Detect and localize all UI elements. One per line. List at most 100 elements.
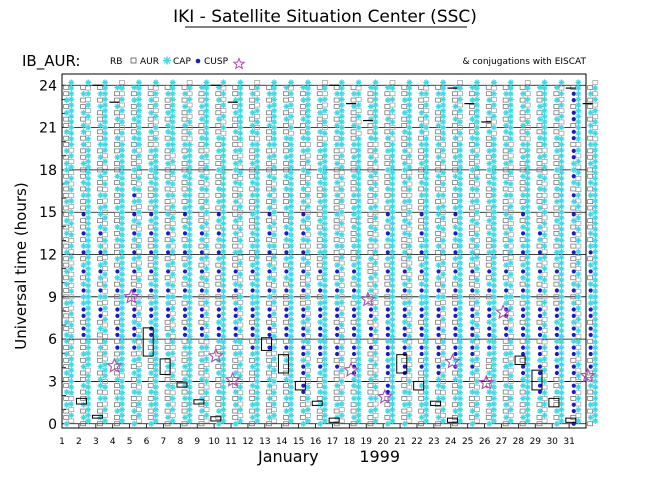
cap-point: [220, 203, 227, 210]
cap-stroke: [216, 237, 222, 243]
cap-stroke: [85, 379, 91, 384]
aur-point: [164, 275, 171, 281]
cap-stroke: [64, 389, 70, 395]
aur-point: [80, 85, 86, 90]
aur-point: [63, 192, 70, 198]
cap-stroke: [221, 294, 226, 300]
cap-stroke: [136, 85, 142, 91]
aur-point: [215, 383, 222, 389]
cap-stroke: [119, 215, 125, 221]
cap-point: [119, 327, 126, 334]
cap-point: [169, 118, 176, 125]
cap-point: [169, 350, 176, 357]
cap-point: [152, 243, 159, 250]
cap-stroke: [131, 338, 137, 344]
cap-stroke: [131, 199, 137, 205]
aur-point: [249, 396, 255, 401]
cap-point: [102, 395, 109, 402]
aur-point: [249, 319, 255, 325]
cap-stroke: [119, 395, 125, 401]
cap-stroke: [187, 232, 193, 238]
cap-point: [135, 79, 142, 86]
cap-point: [203, 333, 210, 340]
rb-point: [102, 356, 108, 362]
cap-stroke: [165, 351, 171, 357]
cap-point: [102, 305, 109, 312]
cap-stroke: [68, 130, 74, 136]
cap-stroke: [102, 91, 108, 97]
cap-point: [237, 406, 244, 413]
rb-point: [237, 333, 244, 339]
aur-point: [198, 389, 205, 395]
cap-point: [80, 160, 87, 167]
cap-point: [203, 107, 210, 114]
aur-point: [63, 262, 70, 268]
cap-stroke: [136, 221, 142, 226]
aur-point: [181, 167, 188, 173]
rb-point: [169, 322, 176, 328]
cap-stroke: [68, 373, 74, 379]
cap-point: [102, 135, 109, 142]
aur-point: [181, 408, 188, 414]
cap-point: [271, 102, 278, 109]
cap-stroke: [85, 288, 91, 294]
cap-point: [119, 355, 126, 362]
cap-point: [119, 333, 126, 340]
cap-point: [152, 344, 159, 351]
aur-point: [266, 148, 272, 154]
aur-point: [249, 205, 255, 211]
cap-stroke: [199, 357, 205, 363]
rb-point: [68, 271, 75, 277]
aur-point: [249, 237, 255, 243]
cap-stroke: [165, 110, 171, 116]
cap-point: [119, 344, 126, 351]
aur-point: [97, 85, 103, 90]
cusp-point: [132, 269, 137, 274]
aur-point: [283, 192, 289, 198]
cap-point: [186, 130, 193, 137]
cap-point: [254, 186, 261, 193]
cap-point: [215, 116, 222, 123]
cap-point: [68, 135, 75, 142]
aur-point: [97, 148, 103, 154]
aur-point: [198, 364, 205, 369]
aur-point: [198, 351, 205, 357]
cap-stroke: [187, 390, 193, 396]
cap-stroke: [136, 113, 142, 119]
cap-point: [169, 282, 176, 289]
rb-point: [237, 254, 244, 260]
cap-point: [203, 209, 210, 216]
cap-stroke: [64, 199, 70, 205]
aur-point: [147, 237, 154, 243]
cap-stroke: [216, 116, 222, 122]
aur-point: [63, 211, 70, 217]
rb-point: [68, 328, 75, 334]
cap-point: [85, 186, 92, 193]
aur-point: [249, 218, 255, 224]
cap-point: [186, 164, 193, 171]
cusp-point: [199, 332, 205, 338]
rb-point: [237, 412, 244, 418]
cap-point: [203, 389, 210, 396]
cap-point: [271, 288, 278, 295]
aur-point: [63, 415, 70, 420]
cap-point: [169, 147, 176, 154]
cusp-point: [216, 269, 221, 274]
rb-point: [136, 396, 142, 401]
cap-point: [152, 327, 159, 334]
cap-stroke: [204, 243, 209, 249]
cap-stroke: [187, 316, 193, 322]
cap-point: [249, 382, 256, 389]
aur-point: [114, 250, 120, 255]
aur-point: [215, 345, 222, 350]
aur-point: [266, 129, 272, 135]
cap-point: [169, 181, 176, 188]
aur-point: [147, 116, 154, 122]
rb-point: [169, 379, 176, 384]
cap-stroke: [216, 186, 222, 192]
cap-stroke: [102, 226, 108, 232]
cusp-point: [250, 345, 255, 350]
rb-point: [102, 254, 108, 260]
cap-stroke: [187, 266, 193, 272]
cap-point: [85, 293, 92, 300]
